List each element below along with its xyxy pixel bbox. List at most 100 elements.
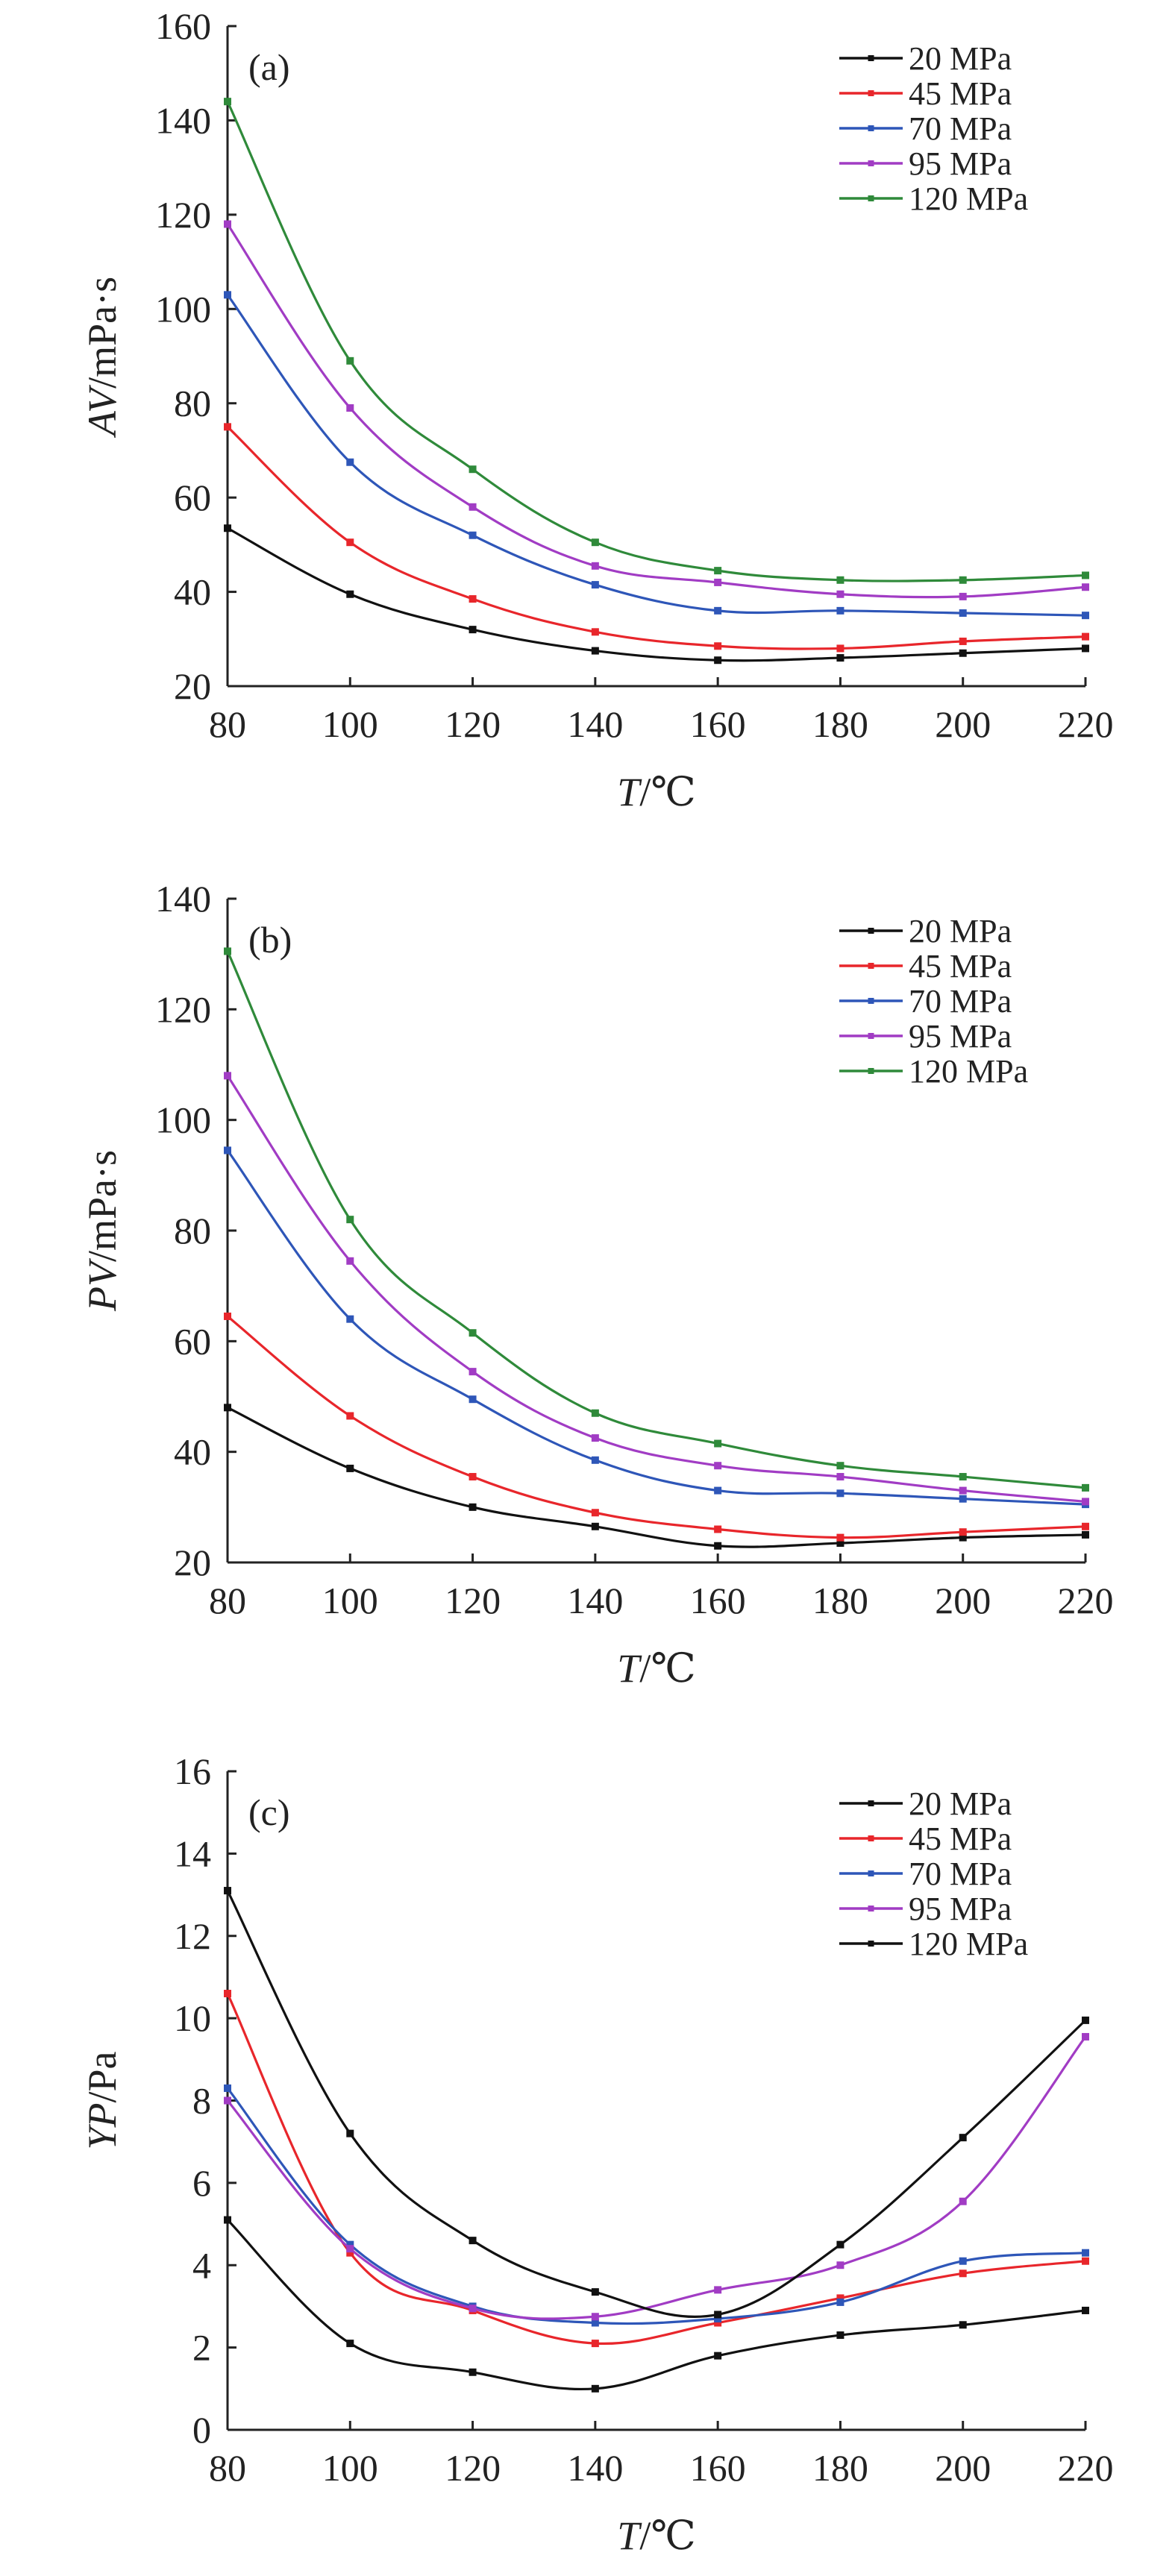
y-tick-label: 60 [174,1320,211,1362]
x-axis-label-unit: /℃ [639,2513,695,2558]
data-point [959,592,967,600]
legend-label: 70 MPa [909,983,1012,1020]
series-line-1 [226,1993,1086,2346]
legend-label: 95 MPa [909,1891,1012,1927]
data-point [1082,571,1089,579]
x-tick-label: 220 [1058,1580,1114,1621]
data-point [959,2257,967,2265]
y-axis-label-var: PV [80,1257,125,1312]
legend-marker [868,160,874,166]
chart-panel-3: 0 2 4 6 8 10 12 14 16 80 100 120 140 160 180 200 220 T/℃ Y… [80,1750,1114,2558]
data-point [959,2134,967,2142]
x-tick-label: 180 [812,1580,868,1621]
legend-marker [868,1068,874,1074]
x-tick-label: 120 [445,703,501,745]
data-point [1082,2306,1089,2314]
legend-label: 45 MPa [909,948,1012,984]
y-axis-label-var: YP [80,2102,125,2149]
data-point [224,1146,231,1155]
legend-marker [868,1800,874,1806]
x-tick-label: 220 [1058,703,1114,745]
data-point [1082,1498,1089,1506]
chart-panel-2: 20 40 60 80 100 120 140 80 100 120 140 160 180 200 220… [80,878,1114,1691]
data-point [959,1528,967,1536]
y-tick-label: 20 [174,1542,211,1583]
data-point [469,595,477,603]
y-tick-label: 100 [155,288,211,330]
legend-marker [868,928,874,934]
data-point [591,2288,599,2296]
data-point [714,606,722,615]
x-tick-label: 140 [567,2447,623,2489]
x-axis-label-var: T [617,1646,642,1691]
x-tick-label: 100 [322,1580,378,1621]
series-line-1 [226,1315,1086,1539]
data-point [836,644,845,653]
data-point [836,1462,845,1470]
data-point [346,1464,354,1472]
series-line-0 [227,527,1086,662]
x-tick-label: 100 [322,703,378,745]
x-tick-label: 120 [445,1580,501,1621]
legend-marker [868,195,874,201]
legend-label: 70 MPa [909,1856,1012,1892]
y-tick-label: 140 [155,99,211,141]
data-point [836,606,845,615]
data-point [959,637,967,645]
data-point [836,1533,845,1542]
y-tick-label: 8 [192,2080,211,2122]
data-point [836,1489,845,1498]
legend-marker [868,963,874,969]
data-point [469,1503,477,1511]
data-point [714,1486,722,1495]
x-axis-label-unit: /℃ [639,770,695,814]
data-point [714,656,722,665]
legend-label: 95 MPa [909,1018,1012,1055]
data-point [346,2340,354,2348]
y-tick-label: 120 [155,194,211,236]
y-tick-label: 160 [155,5,211,47]
data-point [591,2319,599,2327]
y-tick-label: 60 [174,477,211,518]
data-point [346,2129,354,2137]
legend-marker [868,90,874,96]
data-point [836,2240,845,2249]
data-point [836,2331,845,2340]
legend-marker [868,1870,874,1876]
legend-marker [868,125,874,131]
y-tick-label: 0 [192,2409,211,2451]
panel-tag: (c) [248,1791,290,1833]
series-line-3 [226,223,1086,599]
legend-label: 45 MPa [909,1821,1012,1857]
data-point [959,2269,967,2278]
data-point [469,503,477,511]
data-point [224,524,231,533]
y-tick-label: 16 [174,1750,211,1792]
y-tick-label: 6 [192,2162,211,2204]
data-point [1082,1522,1089,1530]
x-axis-label-var: T [617,770,642,814]
data-point [469,2368,477,2376]
series-line-4 [226,950,1086,1489]
y-axis-label: AV/mPa·s [80,277,125,438]
data-point [714,2319,722,2327]
data-point [224,2096,231,2105]
data-point [224,1312,231,1320]
data-point [1082,612,1089,620]
data-point [959,2321,967,2329]
data-point [1082,2032,1089,2041]
chart-panel-1: 20 40 60 80 100 120 140 160 80 100 120 140 160 180 200… [80,5,1114,814]
data-point [714,1439,722,1448]
data-point [959,1495,967,1503]
x-tick-label: 200 [935,1580,991,1621]
data-point [1082,1483,1089,1492]
y-axis-label-unit: /Pa [80,2051,125,2102]
data-point [469,626,477,634]
y-tick-label: 140 [155,878,211,920]
data-point [469,1395,477,1404]
data-point [836,654,845,662]
panel-tag: (b) [248,919,292,961]
legend-label: 70 MPa [909,110,1012,147]
x-tick-label: 160 [690,703,746,745]
